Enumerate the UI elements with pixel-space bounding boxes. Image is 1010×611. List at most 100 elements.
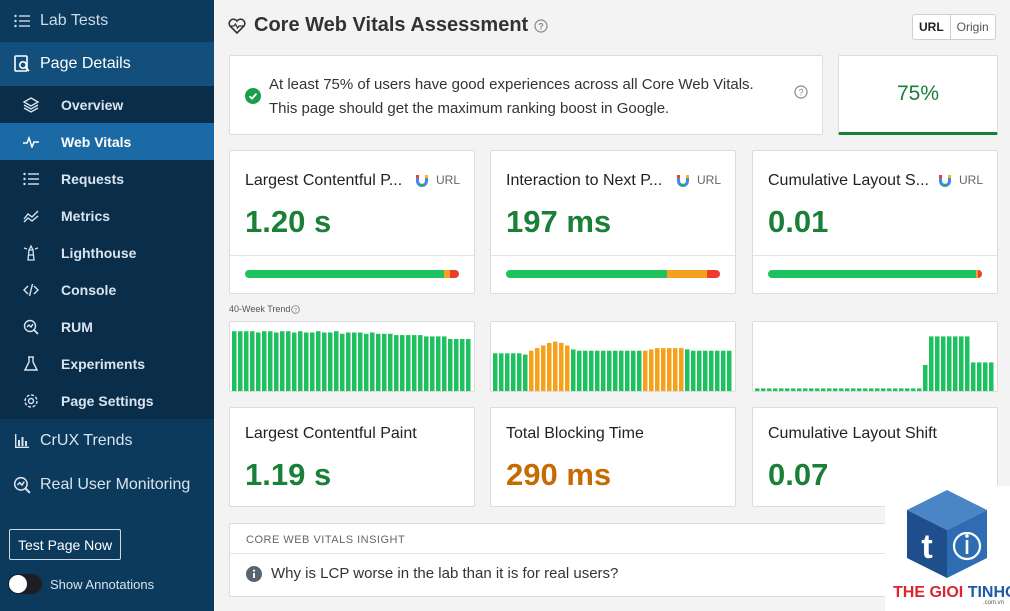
assessment-card: At least 75% of users have good experien… (229, 55, 823, 135)
trend-bar (340, 333, 345, 391)
trend-bar (727, 350, 732, 391)
svg-text:t: t (921, 528, 932, 566)
trend-bar (352, 332, 357, 391)
insight-card[interactable]: CORE WEB VITALS INSIGHT Why is LCP worse… (229, 523, 1010, 597)
svg-text:?: ? (798, 88, 803, 98)
sidebar-item-rum[interactable]: RUM (0, 308, 214, 345)
help-icon[interactable]: ? (534, 18, 548, 33)
sidebar-item-overview[interactable]: Overview (0, 86, 214, 123)
list-icon (22, 172, 40, 186)
trend-bar (310, 332, 315, 391)
sidebar-item-label: Console (61, 281, 117, 298)
trend-bar (691, 350, 696, 391)
test-page-now-button[interactable]: Test Page Now (9, 529, 122, 560)
sidebar-item-label: Web Vitals (61, 133, 132, 150)
distribution-bar (245, 270, 459, 278)
logo-word-1: THE GIOI (893, 584, 964, 601)
needs-improvement-segment (975, 270, 978, 278)
assessment-line-1: At least 75% of users have good experien… (269, 76, 754, 93)
trend-bar (755, 388, 760, 391)
trend-bar (655, 348, 660, 391)
trend-chart-inp[interactable] (490, 321, 736, 392)
trend-bar (571, 349, 576, 391)
trend-bar (547, 342, 552, 391)
divider (491, 255, 735, 256)
trend-bar (821, 388, 826, 391)
sidebar-item-metrics[interactable]: Metrics (0, 197, 214, 234)
trend-bar (268, 331, 273, 391)
metric-value: 0.01 (768, 204, 829, 239)
poor-segment (450, 270, 459, 278)
metric-source: URL (958, 173, 983, 187)
distribution-bar (506, 270, 720, 278)
sidebar-item-experiments[interactable]: Experiments (0, 345, 214, 382)
metric-label: Largest Contentful P... (245, 172, 403, 189)
trend-bar (917, 388, 922, 391)
metric-card-lcp[interactable]: Largest Contentful P... URL 1.20 s (229, 150, 475, 294)
trend-bar (881, 388, 886, 391)
trend-bar (412, 335, 417, 391)
trend-bar (923, 365, 928, 391)
sidebar-item-web-vitals[interactable]: Web Vitals (0, 123, 214, 160)
trend-bar (661, 348, 666, 391)
check-circle-icon (245, 88, 261, 109)
trend-bar (953, 336, 958, 391)
trend-bar (442, 336, 447, 391)
watermark-logo: t THE GIOI TINHOC .com.vn (885, 486, 1010, 611)
origin-toggle-button[interactable]: Origin (956, 20, 989, 34)
trend-bar (454, 339, 459, 391)
trend-bar (715, 350, 720, 391)
sidebar-item-page-settings[interactable]: Page Settings (0, 382, 214, 419)
trend-bar (322, 332, 327, 391)
assessment-score-card[interactable]: 75% (838, 55, 998, 135)
trend-bar (505, 353, 510, 391)
trend-chart-cls[interactable] (752, 321, 998, 392)
sidebar-item-real-user-monitoring[interactable]: Real User Monitoring (0, 463, 214, 507)
trend-bar (851, 388, 856, 391)
lab-metric-label: Cumulative Layout Shift (768, 425, 937, 442)
trend-chart-lcp[interactable] (229, 321, 475, 392)
trend-bar (857, 388, 862, 391)
sidebar-item-console[interactable]: Console (0, 271, 214, 308)
lab-card-tbt[interactable]: Total Blocking Time 290 ms (490, 407, 736, 507)
trend-bar (643, 350, 648, 391)
sidebar-section-label: Page Details (40, 55, 131, 72)
trend-bar (577, 350, 582, 391)
logo-cube-icon: t (907, 490, 987, 578)
trend-bar (535, 348, 540, 391)
trend-bar (328, 332, 333, 391)
url-origin-toggle: URL Origin (912, 14, 996, 40)
trend-bar (809, 388, 814, 391)
metric-value: 197 ms (506, 204, 612, 239)
sidebar-item-lab-tests[interactable]: Lab Tests (0, 0, 214, 42)
annotations-toggle[interactable] (8, 574, 42, 594)
logo-word-2: TINHOC (967, 584, 1010, 601)
info-icon (246, 566, 262, 587)
lab-metric-label: Total Blocking Time (506, 425, 644, 442)
trend-bar (971, 362, 976, 391)
help-icon[interactable]: ? (794, 85, 808, 104)
lab-card-lcp[interactable]: Largest Contentful Paint 1.19 s (229, 407, 475, 507)
sidebar: Lab Tests Page Details Overview Web Vita… (0, 0, 214, 611)
trend-label: 40-Week Trend ? (229, 304, 301, 314)
sidebar-item-crux-trends[interactable]: CrUX Trends (0, 419, 214, 463)
insight-question: Why is LCP worse in the lab than it is f… (271, 565, 619, 582)
needs-improvement-segment (444, 270, 451, 278)
help-icon[interactable]: ? (291, 304, 301, 314)
lab-metric-value: 0.07 (768, 457, 829, 492)
trend-bar (595, 350, 600, 391)
sidebar-item-label: Lab Tests (40, 12, 109, 29)
metric-card-cls[interactable]: Cumulative Layout S... URL 0.01 (752, 150, 998, 294)
trend-bar (274, 332, 279, 391)
trend-bar (977, 362, 982, 391)
trend-bar (607, 350, 612, 391)
bar-chart-icon (12, 433, 32, 449)
trend-bar (358, 332, 363, 391)
sidebar-item-requests[interactable]: Requests (0, 160, 214, 197)
sidebar-item-lighthouse[interactable]: Lighthouse (0, 234, 214, 271)
sidebar-section-page-details[interactable]: Page Details (0, 42, 214, 86)
trend-bar (541, 345, 546, 391)
trend-bar (827, 388, 832, 391)
url-toggle-button[interactable]: URL (913, 15, 951, 39)
metric-card-inp[interactable]: Interaction to Next P... URL 197 ms (490, 150, 736, 294)
